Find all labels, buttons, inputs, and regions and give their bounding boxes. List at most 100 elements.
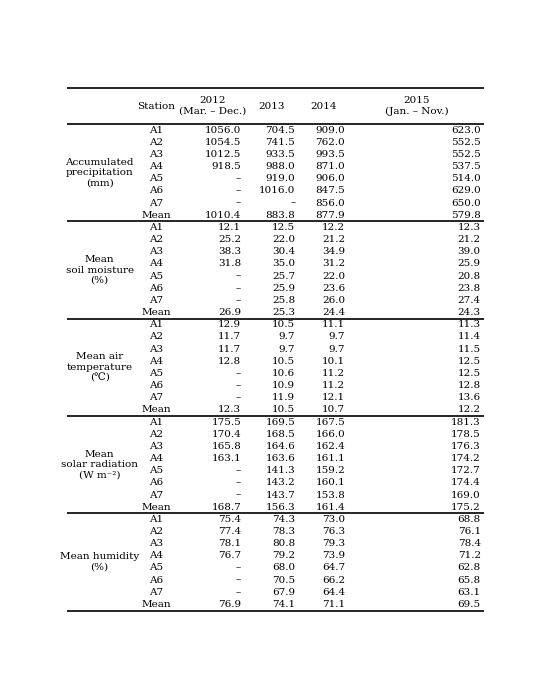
Text: A2: A2	[149, 332, 163, 342]
Text: 66.2: 66.2	[322, 575, 345, 585]
Text: 34.9: 34.9	[322, 247, 345, 256]
Text: 27.4: 27.4	[458, 296, 481, 305]
Text: A6: A6	[149, 187, 163, 196]
Text: 993.5: 993.5	[316, 150, 345, 159]
Text: –: –	[236, 381, 241, 390]
Text: 1054.5: 1054.5	[205, 138, 241, 147]
Text: 856.0: 856.0	[316, 198, 345, 207]
Text: 30.4: 30.4	[272, 247, 295, 256]
Text: 21.2: 21.2	[458, 235, 481, 244]
Text: 22.0: 22.0	[272, 235, 295, 244]
Text: 919.0: 919.0	[266, 174, 295, 183]
Text: 25.9: 25.9	[458, 260, 481, 269]
Text: A1: A1	[149, 125, 163, 134]
Text: 31.8: 31.8	[218, 260, 241, 269]
Text: 78.3: 78.3	[272, 527, 295, 536]
Text: 74.1: 74.1	[272, 600, 295, 609]
Text: 10.6: 10.6	[272, 369, 295, 378]
Text: 2012
(Mar. – Dec.): 2012 (Mar. – Dec.)	[179, 96, 246, 116]
Text: 156.3: 156.3	[266, 503, 295, 512]
Text: A1: A1	[149, 515, 163, 524]
Text: 64.4: 64.4	[322, 588, 345, 597]
Text: 11.3: 11.3	[458, 320, 481, 329]
Text: Mean: Mean	[141, 600, 171, 609]
Text: 64.7: 64.7	[322, 564, 345, 573]
Text: 73.0: 73.0	[322, 515, 345, 524]
Text: –: –	[236, 575, 241, 585]
Text: A1: A1	[149, 418, 163, 426]
Text: 168.5: 168.5	[266, 430, 295, 439]
Text: 161.4: 161.4	[316, 503, 345, 512]
Text: A3: A3	[149, 539, 163, 548]
Text: 24.4: 24.4	[322, 308, 345, 317]
Text: 165.8: 165.8	[211, 442, 241, 451]
Text: 162.4: 162.4	[316, 442, 345, 451]
Text: 69.5: 69.5	[458, 600, 481, 609]
Text: 11.5: 11.5	[458, 344, 481, 353]
Text: 168.7: 168.7	[211, 503, 241, 512]
Text: 933.5: 933.5	[266, 150, 295, 159]
Text: 2013: 2013	[258, 101, 285, 110]
Text: 25.7: 25.7	[272, 271, 295, 280]
Text: Mean air
temperature
(℃): Mean air temperature (℃)	[67, 352, 133, 382]
Text: A4: A4	[149, 260, 163, 269]
Text: 74.3: 74.3	[272, 515, 295, 524]
Text: A3: A3	[149, 344, 163, 353]
Text: 12.8: 12.8	[458, 381, 481, 390]
Text: A1: A1	[149, 223, 163, 232]
Text: 178.5: 178.5	[451, 430, 481, 439]
Text: 24.3: 24.3	[458, 308, 481, 317]
Text: 172.7: 172.7	[451, 466, 481, 475]
Text: 26.9: 26.9	[218, 308, 241, 317]
Text: 143.7: 143.7	[266, 491, 295, 500]
Text: –: –	[236, 393, 241, 402]
Text: 159.2: 159.2	[316, 466, 345, 475]
Text: 76.7: 76.7	[218, 551, 241, 560]
Text: –: –	[236, 466, 241, 475]
Text: 68.8: 68.8	[458, 515, 481, 524]
Text: 26.0: 26.0	[322, 296, 345, 305]
Text: 176.3: 176.3	[451, 442, 481, 451]
Text: 38.3: 38.3	[218, 247, 241, 256]
Text: 552.5: 552.5	[451, 150, 481, 159]
Text: 22.0: 22.0	[322, 271, 345, 280]
Text: 62.8: 62.8	[458, 564, 481, 573]
Text: 68.0: 68.0	[272, 564, 295, 573]
Text: 988.0: 988.0	[266, 162, 295, 171]
Text: –: –	[236, 588, 241, 597]
Text: –: –	[236, 271, 241, 280]
Text: A6: A6	[149, 284, 163, 293]
Text: 76.9: 76.9	[218, 600, 241, 609]
Text: 174.4: 174.4	[451, 478, 481, 487]
Text: –: –	[236, 284, 241, 293]
Text: 12.2: 12.2	[458, 405, 481, 414]
Text: 78.1: 78.1	[218, 539, 241, 548]
Text: 741.5: 741.5	[266, 138, 295, 147]
Text: –: –	[236, 491, 241, 500]
Text: A3: A3	[149, 150, 163, 159]
Text: Mean humidity
(%): Mean humidity (%)	[60, 552, 139, 572]
Text: 909.0: 909.0	[316, 125, 345, 134]
Text: A2: A2	[149, 138, 163, 147]
Text: 76.3: 76.3	[322, 527, 345, 536]
Text: 10.1: 10.1	[322, 357, 345, 366]
Text: 75.4: 75.4	[218, 515, 241, 524]
Text: 163.1: 163.1	[211, 454, 241, 463]
Text: 174.2: 174.2	[451, 454, 481, 463]
Text: 10.5: 10.5	[272, 320, 295, 329]
Text: A5: A5	[149, 564, 163, 573]
Text: A7: A7	[149, 296, 163, 305]
Text: 10.7: 10.7	[322, 405, 345, 414]
Text: Mean: Mean	[141, 211, 171, 220]
Text: 9.7: 9.7	[279, 332, 295, 342]
Text: 704.5: 704.5	[266, 125, 295, 134]
Text: 877.9: 877.9	[316, 211, 345, 220]
Text: A5: A5	[149, 271, 163, 280]
Text: 12.2: 12.2	[322, 223, 345, 232]
Text: 167.5: 167.5	[316, 418, 345, 426]
Text: 11.2: 11.2	[322, 381, 345, 390]
Text: 11.9: 11.9	[272, 393, 295, 402]
Text: 23.8: 23.8	[458, 284, 481, 293]
Text: 10.5: 10.5	[272, 405, 295, 414]
Text: A5: A5	[149, 369, 163, 378]
